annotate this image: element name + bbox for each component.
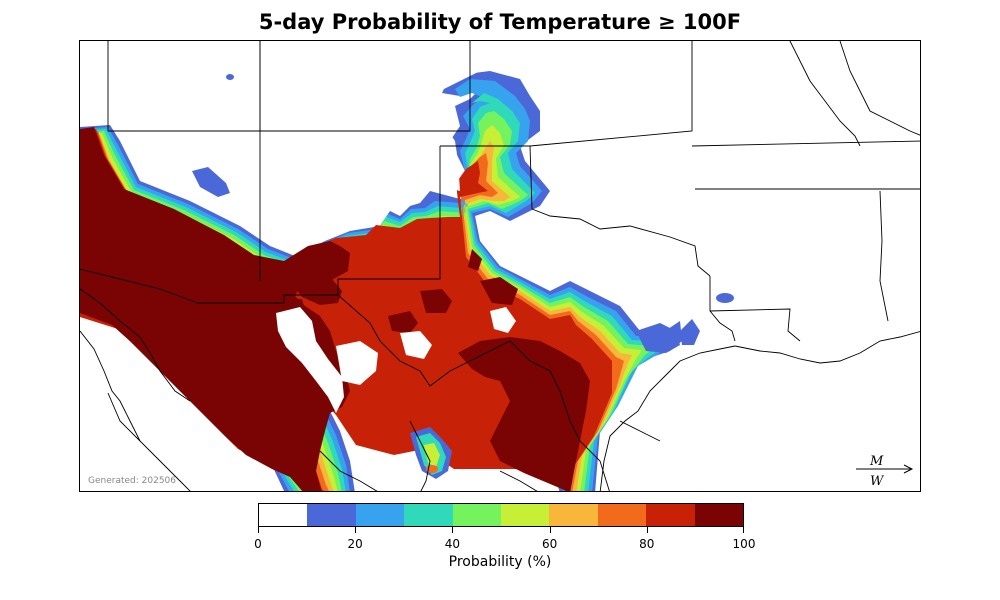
probability-contours xyxy=(80,71,682,491)
colorbar-bin-90-100 xyxy=(694,504,744,526)
colorbar-tick xyxy=(743,527,744,533)
colorbar-tick-label: 80 xyxy=(639,537,655,551)
colorbar-tick xyxy=(258,527,259,533)
logo-mark: M W xyxy=(856,454,914,489)
svg-text:M: M xyxy=(869,454,884,469)
contour-90-stx xyxy=(458,337,590,491)
contour-90-wtx xyxy=(420,289,452,313)
contour-90-west xyxy=(80,127,350,491)
colorbar-bin-60-70 xyxy=(549,504,598,526)
colorbar-bin-30-40 xyxy=(404,504,453,526)
map-panel[interactable]: M W Generated: 202506 xyxy=(79,40,921,492)
colorbar-bin-80-90 xyxy=(646,504,695,526)
colorbar-tick xyxy=(549,527,551,533)
contour-90-ok xyxy=(468,249,482,271)
colorbar-bin-70-80 xyxy=(597,504,647,526)
colorbar-bin-20-30 xyxy=(355,504,405,526)
colorbar-tick-label: 40 xyxy=(444,537,461,551)
colorbar-bin-10-20 xyxy=(307,504,356,526)
colorbar-tick xyxy=(355,527,357,533)
low-probability-holes xyxy=(80,41,920,491)
colorbar-tick-label: 20 xyxy=(347,537,363,551)
colorbar-bin-0-10 xyxy=(259,504,308,526)
colorbar xyxy=(258,503,744,527)
generated-timestamp: Generated: 202506 xyxy=(88,476,176,486)
probability-map: M W xyxy=(80,41,920,491)
map-title: 5-day Probability of Temperature ≥ 100F xyxy=(258,10,742,34)
contour-90-nm3 xyxy=(388,311,418,333)
geographic-boundaries xyxy=(80,41,920,491)
svg-text:W: W xyxy=(870,474,885,489)
colorbar-tick-label: 0 xyxy=(254,537,262,551)
colorbar-tick xyxy=(646,527,648,533)
colorbar-bin-40-50 xyxy=(452,504,502,526)
colorbar-tick-label: 100 xyxy=(732,537,756,551)
colorbar-tick xyxy=(452,527,454,533)
isolated-cells xyxy=(192,74,734,479)
colorbar-label: Probability (%) xyxy=(448,554,552,570)
colorbar-bin-50-60 xyxy=(501,504,550,526)
contour-90-nm xyxy=(290,277,342,305)
colorbar-tick-label: 60 xyxy=(541,537,558,551)
contour-90-tx-panhandle xyxy=(480,277,518,305)
colorbar-ticks: 0 20 40 60 80 100 xyxy=(254,527,755,557)
